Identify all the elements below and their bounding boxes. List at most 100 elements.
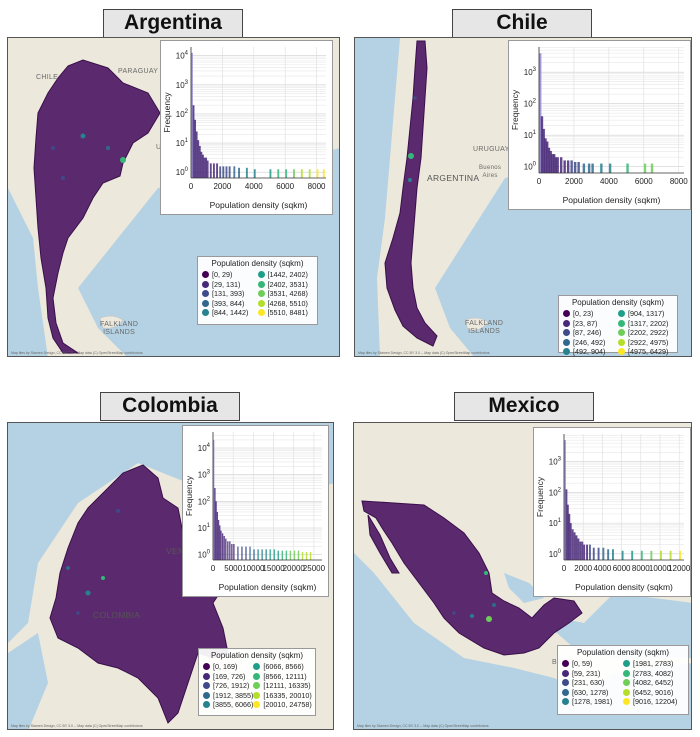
hist-bar — [608, 163, 612, 173]
y-tick-label: 103 — [198, 470, 211, 480]
y-axis-label: Frequency — [535, 476, 545, 517]
hist-bar — [195, 131, 198, 178]
hist-bar — [269, 549, 271, 560]
hist-bar — [309, 552, 312, 560]
legend-swatch — [203, 663, 210, 671]
legend-label: [2922, 4975) — [628, 337, 669, 347]
panel-title: Colombia — [100, 392, 240, 421]
legend-swatch — [253, 691, 261, 699]
legend-item: [0, 59) — [562, 659, 623, 669]
legend-item: [0, 23) — [563, 309, 618, 319]
legend-label: [29, 131) — [212, 279, 241, 289]
y-tick-label: 101 — [524, 130, 537, 140]
legend-item: [3531, 4268) — [257, 289, 314, 299]
legend: Population density (sqkm) [0, 23) [23, 87)… — [558, 295, 678, 356]
map-label: FALKLAND ISLANDS — [465, 320, 504, 335]
hist-bar — [293, 169, 295, 178]
legend-swatch — [562, 688, 569, 696]
legend-swatch — [563, 319, 570, 327]
legend-label: [131, 393) — [212, 289, 245, 299]
legend-label: [1981, 2783) — [633, 659, 674, 669]
legend-label: [59, 231) — [572, 668, 601, 678]
legend-title: Population density (sqkm) — [210, 651, 304, 660]
legend-label: [4268, 5510) — [267, 298, 308, 308]
map-label: ARGENTINA — [427, 173, 480, 183]
legend-item: [726, 1912) — [203, 681, 253, 691]
hist-bar — [559, 157, 563, 173]
hist-bar — [194, 119, 197, 178]
hist-bar — [583, 544, 586, 560]
legend-swatch — [203, 701, 210, 709]
legend-item: [630, 1278) — [562, 688, 623, 698]
y-tick-label: 100 — [549, 549, 562, 559]
hist-bar — [229, 541, 231, 560]
y-tick-label: 102 — [176, 109, 189, 119]
hist-bar — [253, 169, 256, 178]
legend-swatch — [257, 280, 265, 288]
country-shape — [384, 40, 438, 347]
histogram-svg: 100 101 102 103 104 0 2000 4000 6000 8000Populati… — [162, 47, 326, 210]
map-attribution: Map tiles by Stamen Design, CC BY 3.0 --… — [358, 351, 490, 355]
legend-swatch — [257, 271, 265, 279]
hist-bar — [643, 163, 647, 173]
x-tick-label: 4000 — [245, 182, 263, 191]
legend-swatch — [202, 271, 209, 279]
hist-bar — [563, 160, 566, 173]
hist-bar — [214, 488, 216, 560]
histogram-svg: 100 101 102 103 0 2000 4000 6000 8000 Population … — [510, 47, 688, 205]
hist-bar — [577, 538, 580, 560]
hist-bar — [219, 525, 221, 560]
hist-bar — [217, 520, 220, 560]
hist-bar — [192, 105, 195, 178]
legend-label: [0, 59) — [572, 659, 593, 669]
legend-swatch — [253, 672, 261, 680]
hist-bar — [581, 541, 584, 560]
legend-item: [6066, 8566) — [253, 662, 311, 672]
country-shape — [49, 464, 229, 724]
legend-swatch — [562, 679, 569, 687]
legend-label: [12111, 16335) — [263, 681, 311, 691]
legend-label: [231, 630) — [572, 678, 605, 688]
legend-label: [393, 844) — [212, 298, 245, 308]
legend-swatch — [623, 679, 630, 687]
hist-bar — [223, 536, 225, 560]
hist-bar — [241, 546, 243, 560]
legend-swatch — [253, 701, 261, 709]
legend-item: [2922, 4975) — [618, 338, 673, 348]
legend-label: [20010, 24758) — [263, 700, 312, 710]
hist-bar — [200, 151, 203, 178]
histogram-svg: 100 101 102 103 104 0 5000 10000150002000025000… — [184, 432, 326, 592]
x-axis-label: Population density (sqkm) — [210, 200, 308, 210]
legend-label: [904, 1317) — [628, 309, 665, 319]
y-tick-label: 100 — [176, 167, 189, 177]
legend-item: [12111, 16335) — [253, 681, 311, 691]
hist-bar — [631, 550, 634, 560]
hist-bar — [592, 547, 595, 560]
map-label: VEN — [166, 546, 185, 556]
legend-label: [4975, 6429) — [628, 347, 669, 357]
hist-bar — [245, 546, 247, 560]
hist-bar — [586, 544, 589, 560]
y-tick-label: 104 — [198, 443, 211, 453]
legend-item: [1912, 3855) — [203, 691, 253, 701]
x-tick-label: 4000 — [594, 564, 612, 573]
legend-item: [4975, 6429) — [618, 347, 673, 357]
hist-bar — [277, 169, 280, 178]
legend-item: [0, 169) — [203, 662, 253, 672]
hist-bar — [679, 550, 682, 560]
hist-bar — [225, 166, 228, 178]
hist-bar — [582, 163, 586, 173]
histogram: 100 101 102 103 0 2000 4000 6000 8000 Population … — [508, 40, 691, 210]
x-tick-label: 6000 — [276, 182, 294, 191]
legend-swatch — [623, 688, 630, 696]
legend-swatch — [562, 660, 569, 668]
x-tick-label: 2000 — [213, 182, 231, 191]
legend-swatch — [257, 309, 265, 317]
legend-label: [23, 87) — [573, 318, 598, 328]
legend-label: [726, 1912) — [213, 681, 250, 691]
hist-bar — [569, 523, 572, 560]
hist-bar — [257, 549, 259, 560]
x-tick-label: 0 — [562, 564, 567, 573]
hist-bar — [597, 547, 600, 560]
legend-item: [231, 630) — [562, 678, 623, 688]
